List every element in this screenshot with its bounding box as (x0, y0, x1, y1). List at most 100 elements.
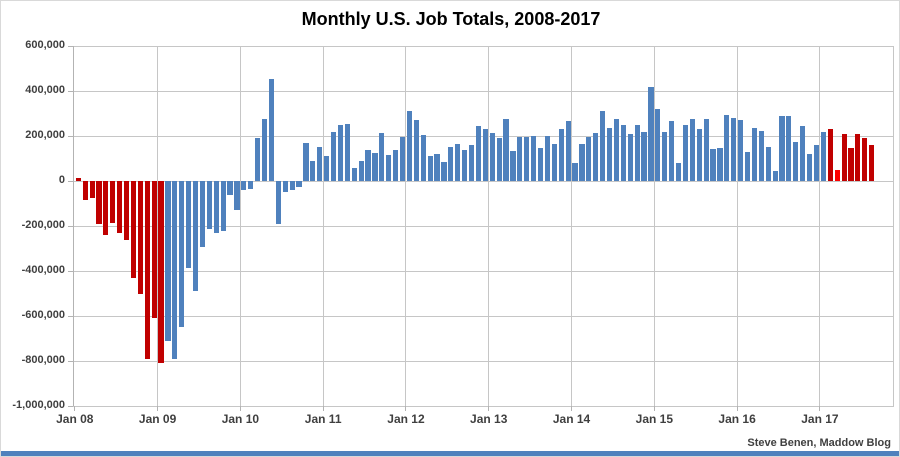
month-bar (241, 181, 247, 190)
y-axis-label: -600,000 (21, 309, 65, 321)
bottom-accent-strip (1, 451, 899, 456)
y-tick (68, 405, 73, 407)
month-bar (482, 129, 488, 181)
x-gridline (322, 46, 324, 406)
month-bar (572, 162, 578, 181)
month-bar (793, 142, 799, 181)
month-bar (510, 150, 516, 181)
y-gridline (73, 405, 894, 407)
x-axis-label: Jan 15 (635, 412, 673, 426)
month-bar (255, 138, 261, 181)
x-axis-label: Jan 09 (138, 412, 177, 426)
x-gridline (157, 46, 159, 406)
month-bar (765, 146, 771, 181)
month-bar (365, 149, 371, 181)
month-bar (199, 181, 206, 248)
month-bar (565, 120, 571, 181)
month-bar (841, 134, 847, 181)
y-axis-label: -1,000,000 (12, 399, 65, 411)
y-gridline (73, 225, 894, 227)
month-bar (103, 181, 109, 235)
month-bar (372, 152, 378, 181)
month-bar (448, 147, 454, 181)
month-bar (137, 181, 143, 294)
x-tick (736, 406, 738, 411)
month-bar (613, 119, 620, 181)
month-bar (82, 181, 88, 201)
month-bar (455, 143, 461, 181)
month-bar (282, 181, 288, 193)
x-gridline (571, 46, 573, 406)
month-bar (96, 181, 102, 224)
y-axis-label: -800,000 (21, 354, 65, 366)
x-gridline (239, 46, 241, 406)
month-bar (462, 149, 468, 181)
y-tick (68, 270, 73, 272)
month-bar (386, 155, 392, 181)
month-bar (675, 163, 682, 181)
month-bar (738, 119, 744, 181)
y-gridline (73, 270, 894, 272)
month-bar (544, 136, 551, 181)
x-axis-label: Jan 16 (718, 412, 756, 426)
month-bar (551, 143, 557, 181)
month-bar (710, 148, 716, 181)
y-axis-label: -400,000 (21, 264, 65, 276)
month-bar (158, 181, 164, 364)
y-axis-label: 400,000 (25, 84, 65, 96)
month-bar (496, 138, 502, 181)
y-gridline (73, 90, 894, 92)
y-tick (68, 90, 73, 92)
month-bar (179, 181, 185, 328)
month-bar (427, 155, 433, 181)
month-bar (558, 129, 564, 181)
month-bar (648, 86, 654, 181)
x-gridline (736, 46, 738, 406)
month-bar (579, 144, 585, 181)
month-bar (303, 142, 309, 181)
month-bar (724, 115, 730, 181)
x-axis-label: Jan 10 (221, 412, 260, 426)
x-tick (819, 406, 821, 411)
x-tick (74, 406, 76, 411)
month-bar (751, 127, 757, 181)
plot-border-right (893, 46, 894, 406)
month-bar (606, 128, 613, 181)
month-bar (696, 129, 702, 181)
x-tick (653, 406, 655, 411)
month-bar (344, 123, 350, 181)
month-bar (800, 126, 806, 181)
month-bar (379, 133, 385, 181)
y-tick (68, 360, 73, 362)
month-bar (192, 181, 199, 292)
month-bar (441, 161, 447, 181)
month-bar (248, 181, 254, 189)
month-bar (186, 181, 192, 268)
month-bar (144, 181, 150, 359)
month-bar (296, 181, 302, 187)
month-bar (130, 181, 137, 278)
plot-area (73, 45, 894, 407)
x-tick (322, 406, 324, 411)
month-bar (827, 128, 833, 181)
month-bar (717, 147, 723, 181)
month-bar (834, 169, 840, 181)
chart-title: Monthly U.S. Job Totals, 2008-2017 (301, 9, 601, 29)
y-tick (68, 45, 73, 47)
month-bar (662, 131, 668, 181)
month-bar (151, 181, 157, 319)
x-tick (157, 406, 159, 411)
month-bar (669, 120, 675, 181)
month-bar (213, 181, 219, 233)
month-bar (275, 181, 281, 224)
x-tick (571, 406, 573, 411)
month-bar (862, 138, 868, 181)
y-tick (68, 180, 73, 182)
month-bar (75, 177, 81, 181)
x-axis-label: Jan 14 (552, 412, 591, 426)
month-bar (641, 131, 647, 181)
month-bar (206, 181, 212, 230)
month-bar (848, 148, 854, 181)
month-bar (165, 181, 171, 341)
